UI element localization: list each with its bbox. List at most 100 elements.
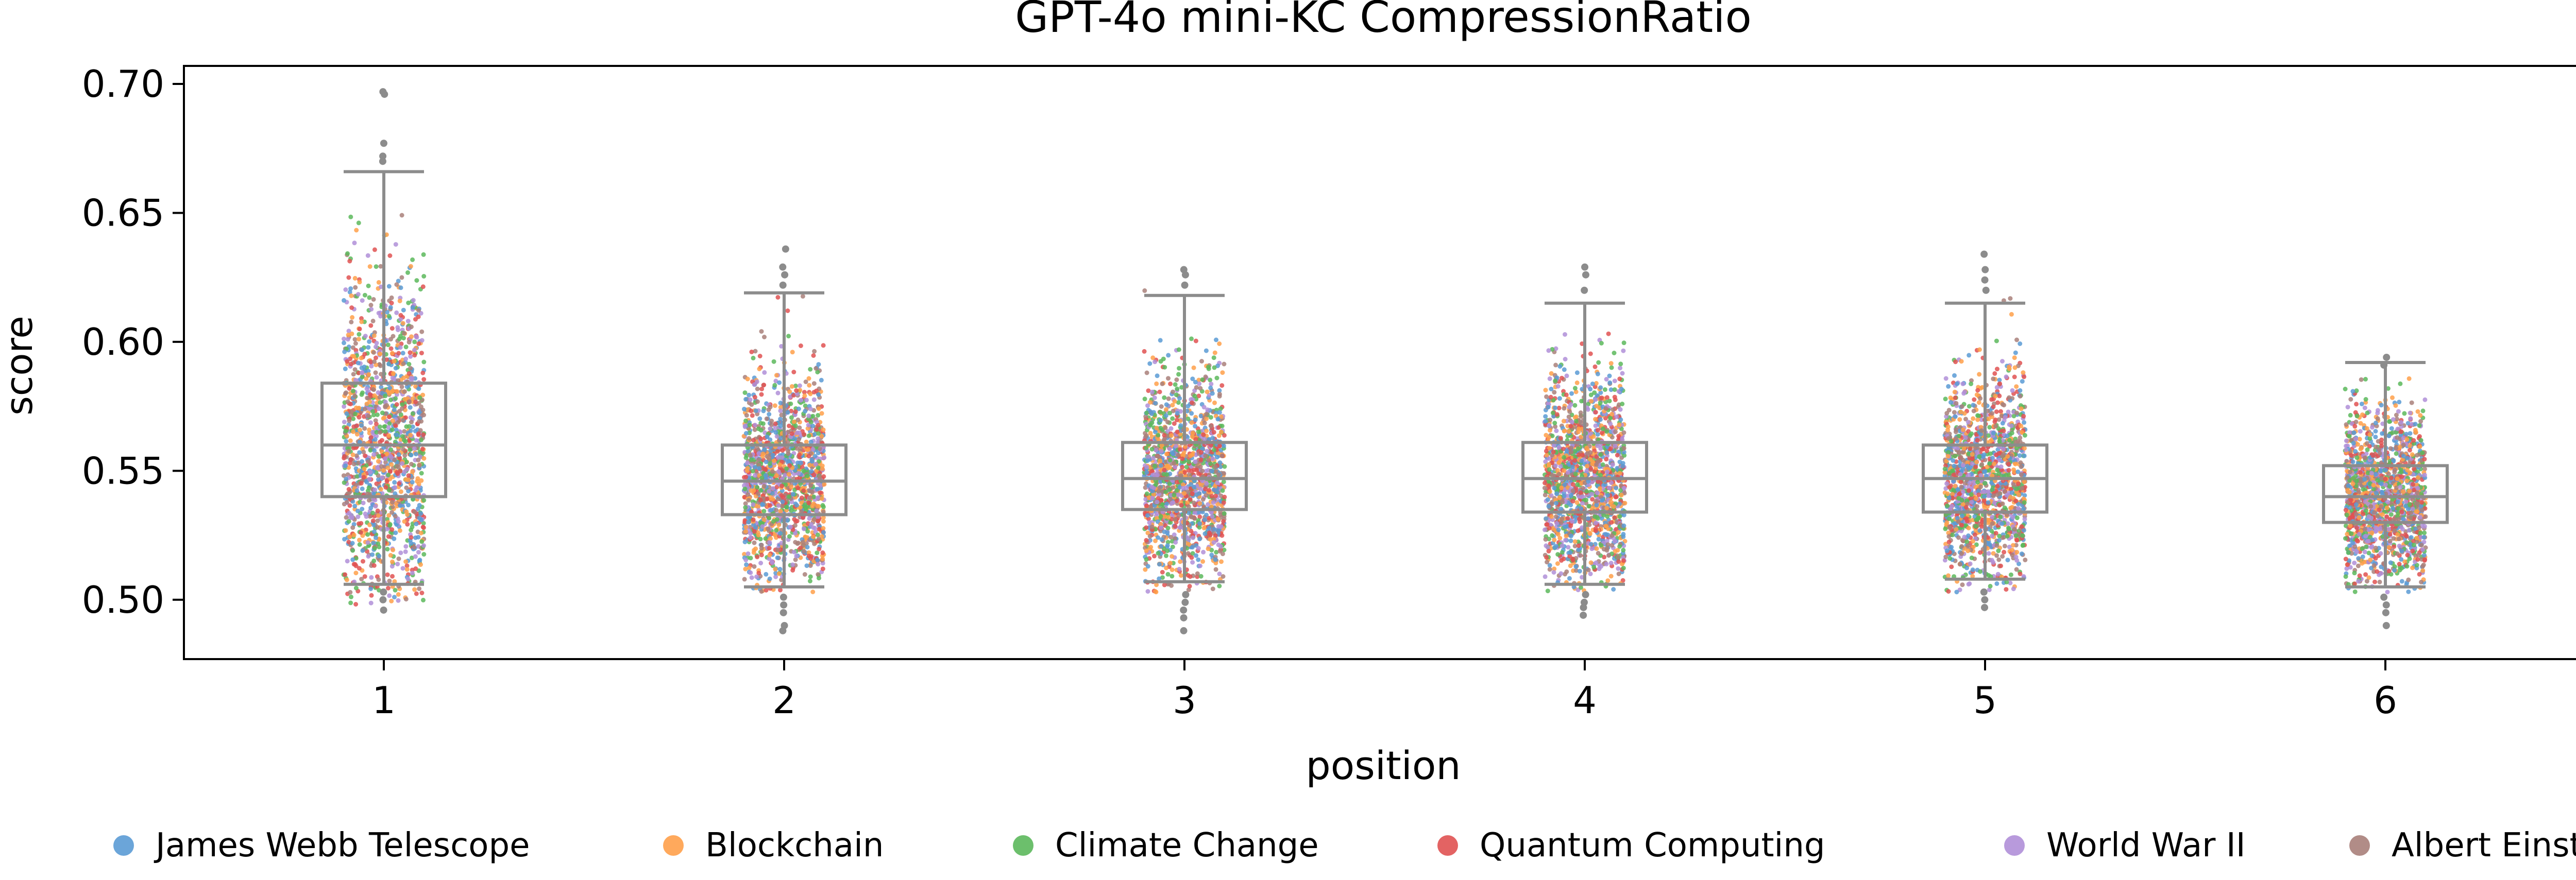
strip-point (374, 264, 379, 269)
strip-point (362, 407, 367, 411)
strip-point (1197, 486, 1202, 491)
strip-point (1204, 481, 1209, 486)
strip-point (1220, 370, 1225, 375)
strip-point (403, 597, 409, 602)
strip-point (402, 396, 408, 402)
strip-point (370, 552, 375, 557)
strip-point (359, 316, 364, 321)
strip-point (371, 333, 377, 338)
strip-point (398, 317, 403, 322)
strip-point (1197, 501, 1202, 506)
strip-point (799, 500, 804, 505)
strip-point (398, 313, 403, 318)
strip-point (387, 415, 392, 420)
strip-point (775, 547, 780, 553)
strip-point (819, 534, 824, 539)
strip-point (421, 274, 427, 279)
strip-point (1209, 494, 1214, 499)
strip-point (406, 371, 412, 376)
strip-point (371, 452, 377, 457)
strip-point (820, 566, 825, 572)
strip-point (1210, 456, 1215, 461)
strip-point (1191, 467, 1196, 472)
strip-point (748, 570, 753, 575)
strip-point (357, 280, 362, 285)
strip-point (1604, 561, 1609, 566)
strip-point (377, 351, 382, 356)
strip-point (771, 486, 775, 491)
strip-point (392, 536, 397, 541)
strip-point (808, 391, 813, 396)
strip-point (1219, 453, 1225, 458)
strip-point (1150, 496, 1155, 501)
strip-point (1174, 377, 1179, 382)
strip-point (1213, 493, 1218, 498)
strip-point (1187, 459, 1192, 464)
strip-point (787, 534, 792, 539)
strip-point (1176, 347, 1181, 352)
strip-point (788, 401, 793, 406)
strip-point (349, 319, 354, 324)
strip-point (1201, 432, 1206, 437)
strip-point (816, 413, 821, 418)
strip-point (1165, 572, 1171, 577)
strip-point (412, 587, 417, 592)
strip-point (1177, 566, 1182, 572)
strip-point (1162, 365, 1167, 370)
strip-point (1145, 458, 1150, 463)
strip-point (352, 504, 358, 509)
strip-point (414, 485, 419, 490)
strip-point (1207, 488, 1212, 493)
strip-point (768, 426, 773, 432)
strip-point (386, 314, 392, 319)
strip-point (774, 528, 779, 533)
strip-point (1157, 389, 1162, 394)
strip-point (348, 286, 353, 291)
strip-point (342, 537, 347, 542)
strip-point (421, 432, 426, 437)
strip-point (745, 515, 751, 520)
strip-point (1217, 341, 1222, 346)
strip-point (420, 525, 426, 529)
strip-point (745, 492, 751, 497)
strip-point (770, 469, 775, 474)
strip-point (1175, 386, 1180, 391)
strip-point (343, 528, 348, 533)
strip-point (786, 448, 790, 454)
strip-point (743, 566, 748, 572)
strip-point (1218, 544, 1223, 549)
strip-point (401, 307, 406, 313)
strip-point (347, 503, 352, 508)
strip-point (1574, 380, 1580, 385)
strip-point (349, 409, 354, 414)
strip-point (1557, 396, 1562, 401)
strip-point (1189, 411, 1194, 416)
strip-point (763, 473, 768, 478)
strip-point (1193, 338, 1198, 343)
strip-point (391, 388, 396, 393)
strip-point (810, 447, 816, 452)
strip-point (1166, 376, 1171, 381)
strip-point (375, 412, 380, 417)
strip-point (804, 563, 809, 568)
strip-point (388, 454, 393, 459)
strip-point (1563, 357, 1568, 361)
strip-point (1210, 586, 1215, 592)
strip-point (344, 411, 349, 416)
strip-point (419, 329, 425, 334)
strip-point (1198, 386, 1203, 391)
strip-point (1197, 537, 1202, 542)
strip-point (798, 398, 803, 403)
chart: GPT-4o mini-KC CompressionRatio 0.500.55… (0, 0, 2576, 788)
strip-point (1210, 514, 1215, 519)
strip-point (799, 495, 804, 501)
strip-point (1171, 389, 1175, 394)
strip-point (370, 510, 375, 515)
strip-point (379, 385, 384, 390)
strip-point (1213, 557, 1218, 562)
strip-point (419, 591, 425, 595)
strip-point (742, 520, 748, 525)
strip-point (767, 489, 771, 494)
strip-point (820, 503, 825, 508)
strip-point (350, 557, 355, 562)
